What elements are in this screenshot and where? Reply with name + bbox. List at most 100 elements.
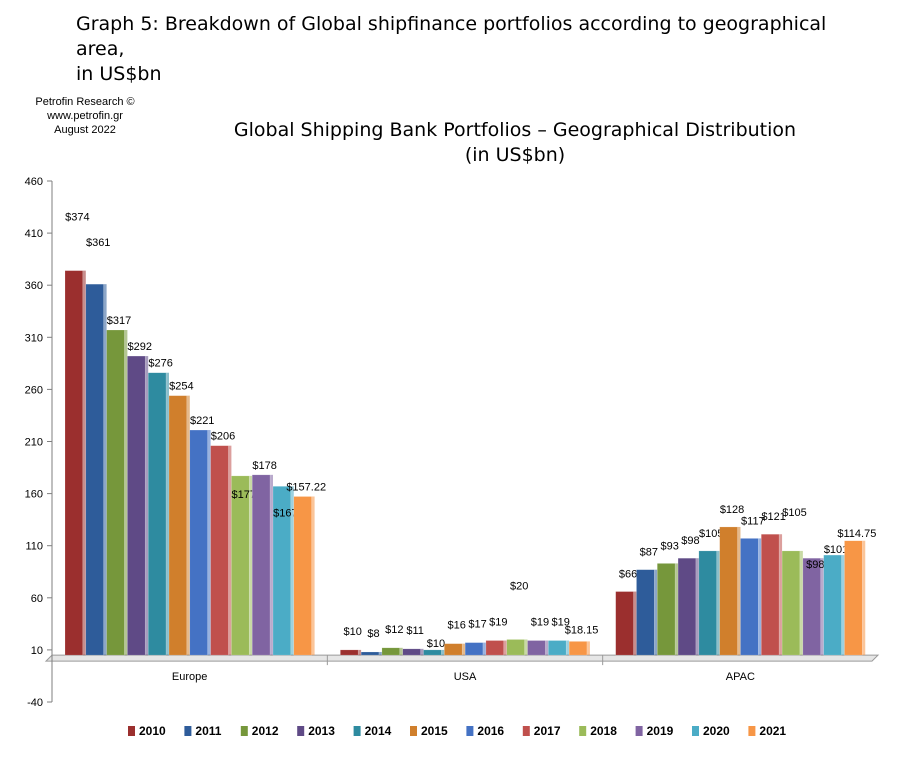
credit-line3: August 2022 xyxy=(54,124,116,136)
bar-shade xyxy=(358,649,362,656)
bar-shade xyxy=(441,649,445,656)
legend-label: 2020 xyxy=(703,724,730,738)
legend-swatch xyxy=(522,726,530,736)
y-tick-label: 110 xyxy=(25,541,43,553)
y-tick-label: 10 xyxy=(31,645,43,657)
bar xyxy=(485,640,504,656)
category-label: USA xyxy=(454,671,477,683)
category-label: APAC xyxy=(726,671,755,683)
legend-label: 2018 xyxy=(590,724,617,738)
bar xyxy=(802,557,821,656)
data-label: $10 xyxy=(427,638,445,650)
bar xyxy=(636,569,655,656)
legend-label: 2011 xyxy=(195,724,221,738)
bar xyxy=(719,526,738,656)
legend-swatch xyxy=(297,726,305,736)
bar-shade xyxy=(524,639,528,656)
bar-shade xyxy=(545,640,549,656)
bar-shade xyxy=(462,643,466,656)
bar-shade xyxy=(82,270,86,656)
data-label: $12 xyxy=(385,624,403,636)
bar xyxy=(844,540,863,656)
data-label: $221 xyxy=(190,415,214,427)
bar-shade xyxy=(695,558,699,656)
bar-shade xyxy=(124,330,128,656)
bar-shade xyxy=(399,647,403,656)
bar xyxy=(340,649,359,656)
bar-shade xyxy=(633,591,637,656)
bar-shade xyxy=(841,555,845,656)
bar xyxy=(85,283,104,656)
bar-shade xyxy=(228,445,232,656)
data-label: $66 xyxy=(619,569,637,581)
bar xyxy=(147,372,167,656)
bar xyxy=(360,651,380,656)
bar-shade xyxy=(820,558,824,656)
legend-label: 2017 xyxy=(534,724,561,738)
data-label: $361 xyxy=(86,237,110,249)
data-label: $105 xyxy=(782,507,806,519)
bar xyxy=(740,538,759,656)
bar xyxy=(781,550,801,656)
data-label: $317 xyxy=(107,315,131,327)
data-label: $10 xyxy=(344,626,362,638)
data-label: $177 xyxy=(232,489,256,501)
data-label: $19 xyxy=(552,617,570,629)
data-label: $206 xyxy=(211,431,235,443)
bar xyxy=(506,639,525,656)
data-label: $17 xyxy=(468,619,486,631)
y-tick-label: 160 xyxy=(25,489,43,501)
credit-block: Petrofin Research © www.petrofin.gr Augu… xyxy=(10,95,160,137)
legend-swatch xyxy=(353,726,361,736)
data-label: $157.22 xyxy=(286,481,326,493)
data-label: $20 xyxy=(510,580,528,592)
y-tick-label: 360 xyxy=(25,280,43,292)
data-label: $8 xyxy=(367,628,379,640)
bar-shade xyxy=(166,372,169,656)
bar xyxy=(823,554,842,656)
bar xyxy=(568,641,588,656)
y-tick-label: 310 xyxy=(25,332,43,344)
legend-swatch xyxy=(635,726,643,736)
chart-floor xyxy=(44,654,880,662)
data-label: $18.15 xyxy=(565,624,599,636)
bar-shade xyxy=(758,538,762,656)
chart-title: Global Shipping Bank Portfolios – Geogra… xyxy=(233,119,797,141)
category-label: Europe xyxy=(172,671,207,683)
bar-shade xyxy=(270,474,273,656)
legend-label: 2021 xyxy=(759,724,786,738)
legend-label: 2019 xyxy=(647,724,674,738)
bar xyxy=(293,496,312,656)
data-label: $292 xyxy=(128,341,152,353)
data-label: $19 xyxy=(531,617,549,629)
bar-shade xyxy=(207,430,211,656)
bar-shade xyxy=(103,284,107,656)
legend-swatch xyxy=(748,726,756,736)
legend-label: 2013 xyxy=(308,724,335,738)
credit-line1: Petrofin Research © xyxy=(35,96,135,108)
bar-shade xyxy=(145,356,149,656)
legend-label: 2010 xyxy=(139,724,166,738)
data-label: $114.75 xyxy=(837,528,876,540)
bar xyxy=(527,640,546,656)
bar-shade xyxy=(716,550,720,656)
bar xyxy=(548,640,567,656)
graph-title-line1: Graph 5: Breakdown of Global shipfinance… xyxy=(76,13,827,60)
bar xyxy=(444,643,463,656)
data-label: $101 xyxy=(824,544,848,556)
chart-title-block: Global Shipping Bank Portfolios – Geogra… xyxy=(200,118,830,168)
bar-shade xyxy=(654,569,658,656)
legend-label: 2016 xyxy=(477,724,504,738)
bar-shade xyxy=(586,641,590,656)
bar-shade xyxy=(737,526,741,656)
data-label: $87 xyxy=(640,547,658,559)
legend-label: 2012 xyxy=(252,724,279,738)
bar-shade xyxy=(290,486,294,656)
bar-shade xyxy=(311,496,315,656)
bar xyxy=(464,642,484,656)
data-label: $374 xyxy=(65,212,89,224)
bar-shade xyxy=(799,550,803,656)
bar-shade xyxy=(675,563,679,656)
legend-swatch xyxy=(240,726,248,736)
